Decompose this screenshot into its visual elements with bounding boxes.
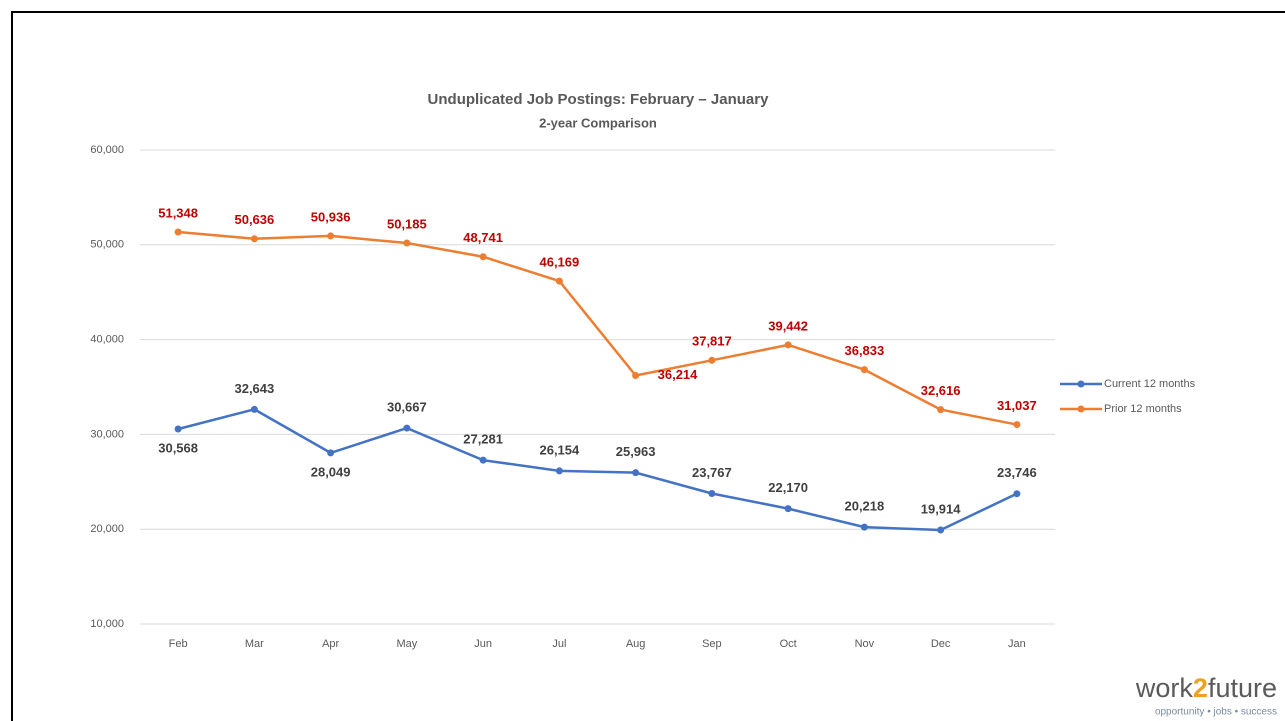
logo-part: 2: [1193, 673, 1208, 703]
y-tick-label: 50,000: [90, 239, 124, 251]
legend-swatch: [1077, 405, 1085, 413]
x-tick-label: Aug: [626, 638, 646, 650]
point: [327, 449, 335, 457]
value-label: 31,037: [997, 398, 1037, 413]
value-label: 23,767: [692, 465, 732, 480]
chart-title: Unduplicated Job Postings: February – Ja…: [428, 91, 770, 108]
x-tick-label: Apr: [322, 638, 339, 650]
point: [403, 424, 411, 432]
value-label: 32,616: [921, 383, 961, 398]
value-label: 30,667: [387, 400, 427, 415]
point: [327, 232, 335, 240]
point: [174, 228, 182, 236]
legend-label: Prior 12 months: [1104, 403, 1182, 415]
x-tick-label: Mar: [245, 638, 264, 650]
x-tick-label: Sep: [702, 638, 722, 650]
point: [479, 456, 487, 464]
point: [1013, 490, 1021, 498]
slide-frame: [11, 11, 1285, 721]
value-label: 36,214: [658, 367, 699, 382]
value-label: 28,049: [311, 464, 351, 479]
value-label: 48,741: [463, 230, 503, 245]
y-tick-label: 30,000: [90, 428, 124, 440]
value-label: 26,154: [539, 442, 580, 457]
value-label: 36,833: [844, 343, 884, 358]
x-tick-label: Dec: [931, 638, 951, 650]
x-tick-label: Jan: [1008, 638, 1026, 650]
y-tick-label: 40,000: [90, 334, 124, 346]
point: [250, 405, 258, 413]
value-label: 51,348: [158, 205, 198, 220]
point: [784, 505, 792, 513]
point: [937, 526, 945, 534]
point: [250, 235, 258, 243]
point: [555, 467, 563, 475]
value-label: 23,746: [997, 465, 1037, 480]
logo-part: work: [1135, 673, 1194, 703]
x-tick-label: May: [396, 638, 417, 650]
y-tick-label: 20,000: [90, 523, 124, 535]
value-label: 20,218: [844, 499, 884, 514]
value-label: 22,170: [768, 480, 808, 495]
series-line: [177, 408, 1018, 532]
point: [1013, 421, 1021, 429]
point: [860, 523, 868, 531]
y-tick-label: 10,000: [90, 618, 124, 630]
x-tick-label: Nov: [855, 638, 875, 650]
series-line: [178, 230, 1018, 426]
point: [479, 253, 487, 261]
x-tick-label: Oct: [780, 638, 797, 650]
point: [708, 356, 716, 364]
logo-part: future: [1208, 673, 1277, 703]
value-label: 25,963: [616, 444, 656, 459]
legend-swatch: [1077, 380, 1085, 388]
x-tick-label: Feb: [169, 638, 188, 650]
logo: work2future: [1135, 673, 1277, 703]
point: [784, 341, 792, 349]
point: [403, 239, 411, 247]
point: [860, 366, 868, 374]
value-label: 30,568: [158, 440, 198, 455]
point: [937, 406, 945, 414]
logo-tagline: opportunity • jobs • success: [1155, 707, 1277, 718]
value-label: 19,914: [921, 501, 962, 516]
y-tick-label: 60,000: [90, 144, 124, 156]
chart-subtitle: 2-year Comparison: [539, 115, 657, 130]
value-label: 32,643: [234, 381, 274, 396]
value-label: 46,169: [539, 255, 579, 270]
point: [708, 489, 716, 497]
value-label: 50,185: [387, 216, 427, 231]
point: [632, 469, 640, 477]
point: [174, 425, 182, 433]
value-label: 50,636: [234, 212, 274, 227]
value-label: 50,936: [311, 209, 351, 224]
x-tick-label: Jul: [552, 638, 566, 650]
value-label: 39,442: [768, 318, 808, 333]
point: [555, 277, 563, 285]
value-label: 27,281: [463, 432, 503, 447]
legend-label: Current 12 months: [1104, 378, 1196, 390]
x-tick-label: Jun: [474, 638, 492, 650]
point: [632, 371, 640, 379]
value-label: 37,817: [692, 334, 732, 349]
